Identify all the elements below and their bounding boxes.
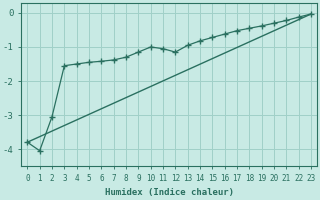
X-axis label: Humidex (Indice chaleur): Humidex (Indice chaleur)	[105, 188, 234, 197]
